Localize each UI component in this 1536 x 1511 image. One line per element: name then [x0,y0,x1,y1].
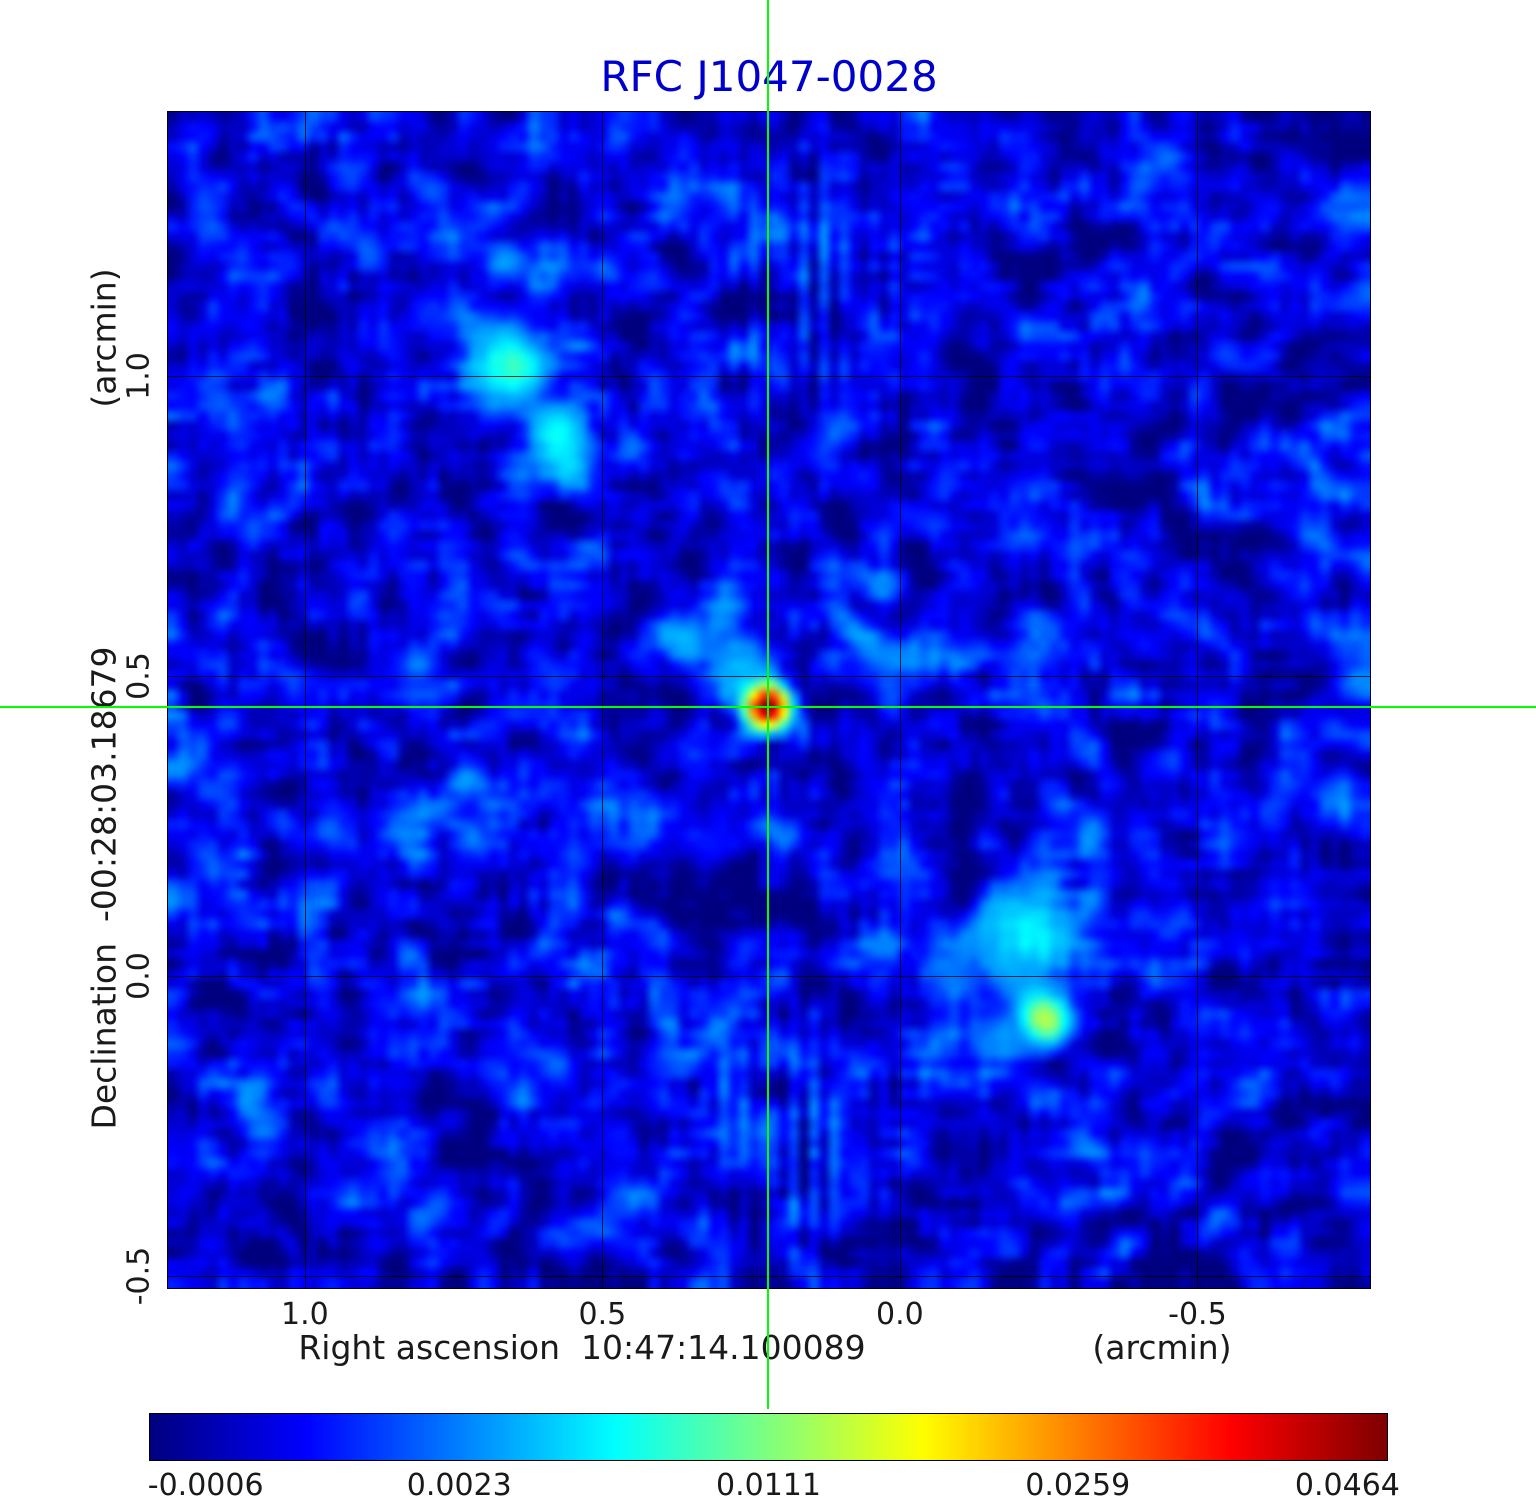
x-tick-label: 0.0 [876,1297,924,1332]
grid-line-horizontal [168,676,1370,677]
y-tick-label: 0.5 [121,652,157,700]
grid-line-vertical [899,112,901,1288]
x-axis-unit-label: (arcmin) [1092,1328,1232,1367]
colorbar-canvas [150,1414,1387,1460]
y-tick-label: 1.0 [121,352,157,400]
grid-line-vertical [602,112,604,1288]
x-axis-label: Right ascension 10:47:14.100089 [298,1328,866,1367]
y-tick-label: 0.0 [121,952,157,1000]
colorbar-tick-label: 0.0259 [1025,1468,1131,1503]
grid-lines [168,112,1370,1288]
x-tick-label: -0.5 [1168,1297,1227,1332]
x-tick-label: 1.0 [281,1297,329,1332]
plot-title: RFC J1047-0028 [600,52,938,101]
y-axis-label: Declination -00:28:03.18679 [84,646,124,1130]
colorbar-tick-label: 0.0023 [406,1468,512,1503]
colorbar-tick-label: 0.0464 [1294,1468,1400,1503]
x-tick-label: 0.5 [578,1297,627,1332]
y-tick-label: -0.5 [121,1246,157,1306]
grid-line-horizontal [168,1276,1370,1277]
radio-image-canvas [168,112,1370,1288]
plot-area [167,111,1371,1289]
colorbar-tick-label: 0.0111 [716,1468,821,1503]
grid-line-horizontal [168,376,1370,377]
y-axis-unit-label: (arcmin) [84,268,124,408]
grid-line-vertical [1197,112,1199,1288]
grid-line-vertical [304,112,306,1288]
colorbar-tick-label: -0.0006 [147,1468,264,1503]
grid-line-horizontal [168,976,1370,977]
colorbar [149,1413,1388,1461]
crosshair-vertical-line [766,0,769,1409]
